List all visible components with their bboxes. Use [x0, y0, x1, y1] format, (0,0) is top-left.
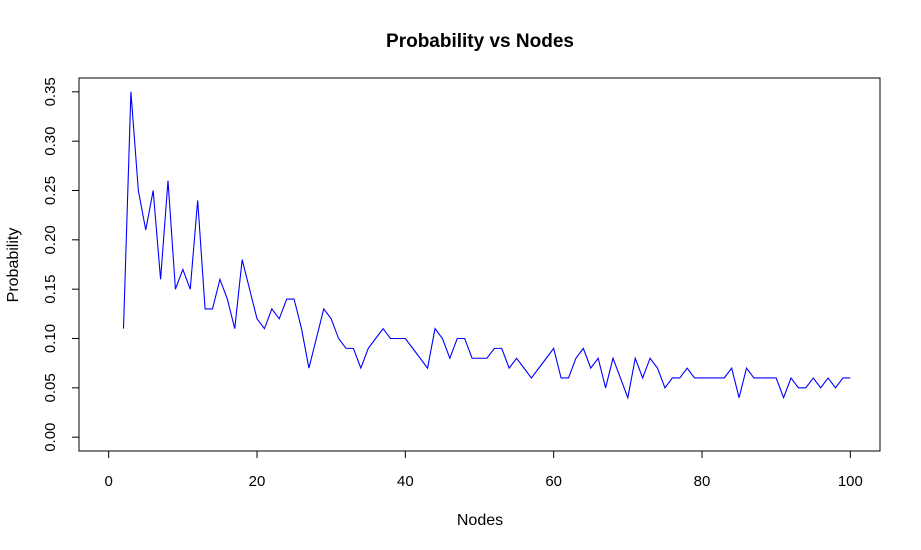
- y-tick-label: 0.25: [42, 176, 59, 205]
- chart-title: Probability vs Nodes: [386, 31, 574, 52]
- x-tick-label: 60: [545, 473, 562, 490]
- y-tick-label: 0.00: [42, 423, 59, 452]
- y-axis: 0.00 0.05 0.10 0.15 0.20 0.25 0.30 0.35: [42, 77, 80, 452]
- x-tick-label: 100: [838, 473, 863, 490]
- y-tick-label: 0.05: [42, 373, 59, 402]
- x-axis-label: Nodes: [457, 512, 503, 529]
- x-tick-label: 80: [694, 473, 711, 490]
- series-line: [122, 91, 851, 400]
- x-tick-label: 40: [397, 473, 414, 490]
- plot-area: [78, 77, 881, 452]
- y-axis-label: Probability: [5, 228, 22, 303]
- x-tick-label: 0: [104, 473, 112, 490]
- x-axis: 0 20 40 60 80 100: [104, 450, 863, 490]
- y-tick-label: 0.15: [42, 275, 59, 304]
- series-layer: [122, 91, 851, 400]
- y-tick-label: 0.30: [42, 127, 59, 156]
- y-tick-label: 0.35: [42, 77, 59, 106]
- x-tick-label: 20: [249, 473, 266, 490]
- y-tick-label: 0.20: [42, 225, 59, 254]
- y-tick-label: 0.10: [42, 324, 59, 353]
